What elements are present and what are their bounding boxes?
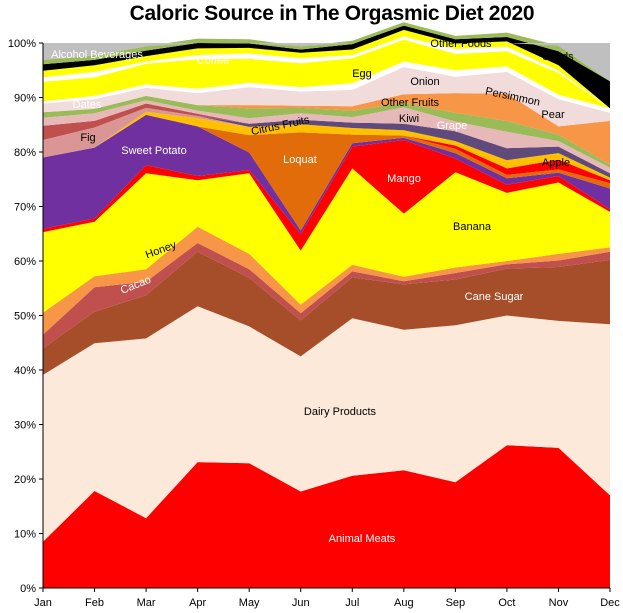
- series-label-other-fruits: Other Fruits: [381, 97, 440, 109]
- y-tick-label: 30%: [14, 420, 36, 432]
- area-sweet-potato: [43, 114, 610, 235]
- area-mango: [43, 140, 610, 251]
- x-tick-label: Jan: [34, 597, 52, 609]
- y-tick-label: 40%: [14, 365, 36, 377]
- series-label-pear: Pear: [541, 109, 565, 121]
- series-label-onion: Onion: [410, 76, 439, 88]
- area-other-foods: [43, 22, 610, 82]
- y-tick-label: 90%: [14, 93, 36, 105]
- x-tick-label: Jun: [292, 597, 310, 609]
- axes: 0% 10% 20% 30% 40% 50% 60% 70% 80% 90% 100% Jan Feb M…: [8, 38, 620, 609]
- area-grape: [43, 107, 610, 178]
- series-label-alcohol-beverages: Alcohol Beverages: [51, 49, 143, 61]
- y-tick-label: 70%: [14, 202, 36, 214]
- area-cane-sugar: [43, 243, 610, 349]
- x-tick-label: Sep: [446, 597, 466, 609]
- series-label-animal-meats: Animal Meats: [329, 533, 396, 545]
- area-remainder: [43, 43, 610, 82]
- x-tick-label: Mar: [137, 597, 156, 609]
- y-tick-label: 80%: [14, 147, 36, 159]
- area-animal-meats: [43, 445, 610, 588]
- x-tick-label: Jul: [345, 597, 359, 609]
- series-label-grape: Grape: [437, 120, 468, 132]
- series-label-coffee: Coffee: [197, 55, 229, 67]
- series-label-sweet-potato: Sweet Potato: [121, 145, 186, 157]
- area-layers: [43, 22, 610, 588]
- area-kiwi: [43, 95, 610, 168]
- series-label-dairy-products: Dairy Products: [304, 406, 377, 418]
- series-label-seeds: Seeds: [542, 51, 574, 63]
- x-tick-label: Dec: [600, 597, 620, 609]
- area-cacao: [43, 251, 610, 375]
- area-loquat: [43, 114, 610, 231]
- area-onion: [43, 61, 610, 113]
- series-label-mango: Mango: [387, 173, 421, 185]
- y-tick-label: 0%: [20, 583, 36, 595]
- chart-title: Caloric Source in The Orgasmic Diet 2020: [129, 2, 535, 25]
- series-label-loquat: Loquat: [283, 154, 317, 166]
- series-label-cane-sugar: Cane Sugar: [465, 291, 524, 303]
- area-other-fruits: [43, 67, 610, 127]
- series-label-egg: Egg: [352, 68, 372, 80]
- series-label-kiwi: Kiwi: [399, 113, 419, 125]
- y-tick-label: 60%: [14, 256, 36, 268]
- y-tick-label: 10%: [14, 529, 36, 541]
- area-alcohol-beverages: [43, 25, 610, 109]
- area-egg: [43, 39, 610, 109]
- x-tick-label: Nov: [549, 597, 569, 609]
- y-tick-label: 100%: [8, 38, 36, 50]
- y-tick-label: 50%: [14, 311, 36, 323]
- series-label-dates: Dates: [73, 99, 102, 111]
- x-tick-label: Aug: [394, 597, 414, 609]
- x-tick-label: May: [239, 597, 260, 609]
- area-pear-pink: [43, 100, 610, 174]
- x-tick-label: Oct: [498, 597, 515, 609]
- series-label-fig: Fig: [80, 132, 95, 144]
- area-dairy-products: [43, 306, 610, 542]
- y-tick-label: 20%: [14, 474, 36, 486]
- series-label-apple: Apple: [542, 157, 570, 169]
- x-tick-label: Feb: [85, 597, 104, 609]
- area-persimmon: [43, 93, 610, 165]
- area-banana: [43, 168, 610, 313]
- x-tick-label: Apr: [189, 597, 206, 609]
- series-label-other-foods: Other Foods: [430, 38, 492, 50]
- series-label-banana: Banana: [453, 221, 492, 233]
